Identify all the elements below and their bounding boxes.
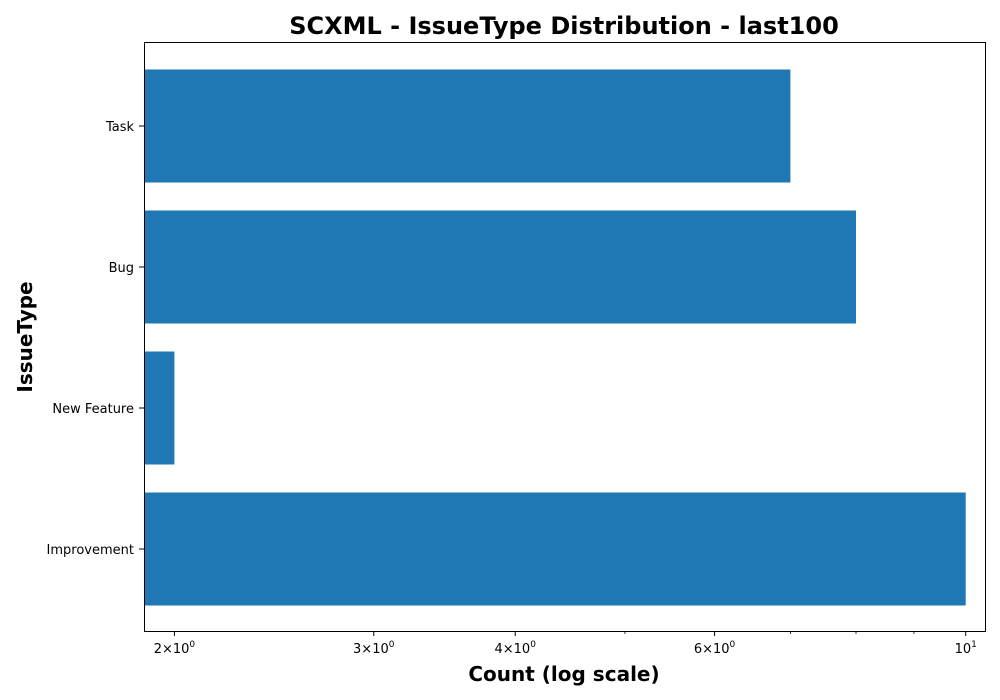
bars-group xyxy=(144,69,966,606)
bar-task xyxy=(144,69,791,183)
plot-frame xyxy=(144,42,986,632)
x-tick-label: 2×100 xyxy=(154,640,196,657)
x-axis: 2×100 3×100 4×100 6×100 101 xyxy=(154,631,977,657)
x-tick-label: 3×100 xyxy=(353,640,395,657)
x-tick-label: 4×100 xyxy=(494,640,536,657)
y-axis-label: IssueType xyxy=(13,281,37,392)
x-tick-label: 6×100 xyxy=(694,640,736,657)
bar-bug xyxy=(144,210,856,324)
y-tick-label: Improvement xyxy=(47,543,134,558)
x-tick-label: 101 xyxy=(955,640,977,657)
chart-title: SCXML - IssueType Distribution - last100 xyxy=(289,12,839,40)
y-tick-label: Task xyxy=(105,120,135,135)
y-tick-label: Bug xyxy=(109,261,134,276)
y-tick-label: New Feature xyxy=(52,402,134,417)
bar-improvement xyxy=(144,492,966,606)
y-axis: Improvement New Feature Bug Task xyxy=(47,120,144,558)
bar-new-feature xyxy=(144,351,175,465)
x-axis-label: Count (log scale) xyxy=(468,662,659,686)
